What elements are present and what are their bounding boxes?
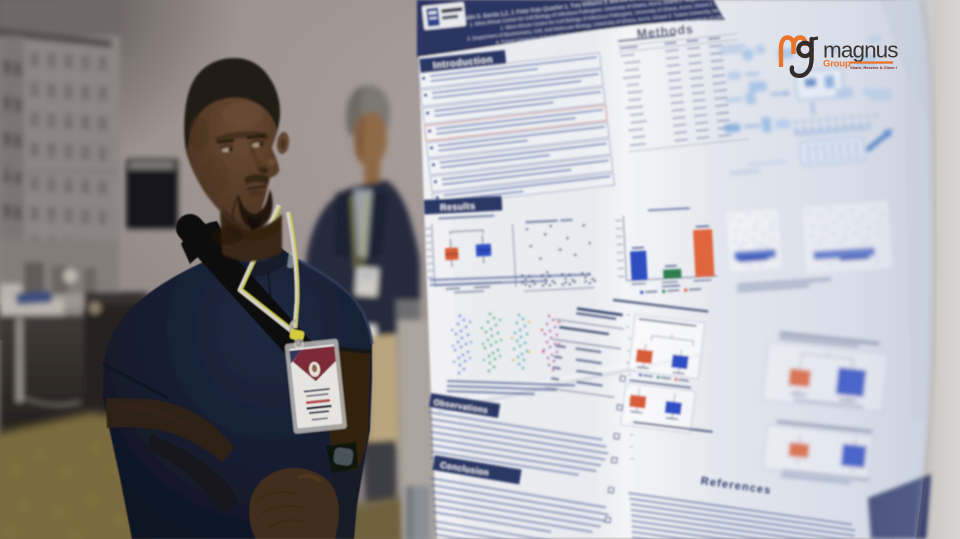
svg-text:Methods: Methods [636,22,694,41]
svg-text:Results: Results [440,201,476,213]
svg-text:Group: Group [823,59,851,70]
svg-text:Share, Receive & Cheer !: Share, Receive & Cheer ! [850,65,897,70]
svg-text:magnus: magnus [823,38,898,63]
